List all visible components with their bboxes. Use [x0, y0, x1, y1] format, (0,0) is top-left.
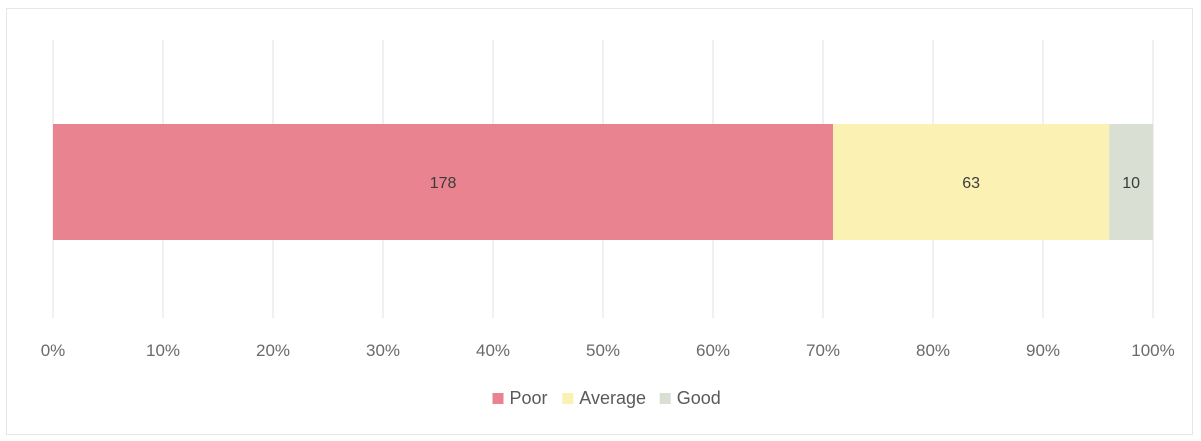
x-axis-tick-labels: 0% 10% 20% 30% 40% 50% 60% 70% 80% 90% 100%	[41, 341, 1175, 360]
legend-swatch-good	[659, 393, 671, 404]
bar-average	[833, 124, 1110, 240]
x-tick-label: 50%	[586, 341, 620, 360]
x-tick-label: 10%	[146, 341, 180, 360]
x-tick-label: 80%	[916, 341, 950, 360]
legend-label-good: Good	[677, 388, 721, 408]
bar-segments	[53, 124, 1153, 240]
data-label-poor: 178	[430, 175, 457, 192]
x-tick-label: 60%	[696, 341, 730, 360]
x-tick-label: 20%	[256, 341, 290, 360]
x-tick-label: 40%	[476, 341, 510, 360]
legend: Poor Average Good	[492, 388, 721, 408]
x-tick-label: 0%	[41, 341, 66, 360]
legend-swatch-poor	[492, 393, 504, 404]
x-tick-label: 30%	[366, 341, 400, 360]
legend-swatch-average	[562, 393, 574, 404]
data-label-average: 63	[962, 175, 980, 192]
data-label-good: 10	[1122, 175, 1140, 192]
data-labels: 178 63 10	[430, 175, 1140, 192]
legend-label-poor: Poor	[510, 388, 548, 408]
x-tick-label: 70%	[806, 341, 840, 360]
bar-poor	[53, 124, 834, 240]
x-tick-label: 90%	[1026, 341, 1060, 360]
x-tick-label: 100%	[1131, 341, 1174, 360]
legend-label-average: Average	[579, 388, 646, 408]
bar-good	[1109, 124, 1153, 240]
